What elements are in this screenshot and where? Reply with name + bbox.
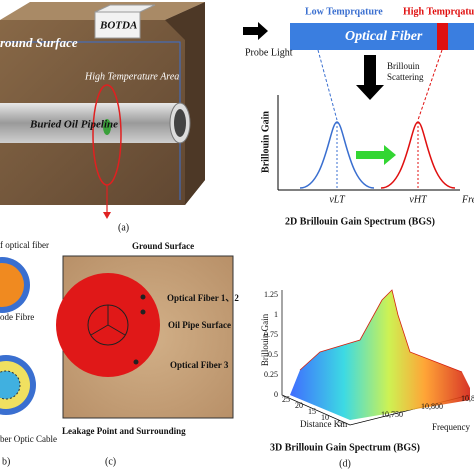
label: f optical fiber (0, 240, 49, 250)
guide (317, 49, 338, 121)
surface-ridge (299, 289, 463, 373)
label: Brillouin Gain (260, 313, 270, 366)
cable-core (0, 370, 21, 400)
label: High Temperature Area (84, 71, 179, 82)
dot (133, 359, 139, 365)
surface (290, 290, 470, 420)
fiber-line (2, 41, 181, 200)
label: Frequency (432, 422, 470, 432)
label: (d) (339, 458, 351, 469)
label: Leakage Point and Surrounding (62, 426, 186, 436)
y-tick-label: 10,800 (421, 402, 443, 411)
z-tick-label: 0.5 (268, 350, 278, 359)
label: Buried Oil Pipeline (29, 119, 118, 131)
label: Optical Fiber (345, 29, 423, 44)
dot (140, 294, 146, 300)
pipe (0, 103, 180, 143)
label: BOTDA (99, 20, 137, 32)
label: Ground Surface (132, 241, 194, 251)
label: Optical Fiber 3 (170, 360, 229, 370)
arrow (243, 22, 268, 40)
x-tick-label: 5 (338, 419, 342, 428)
pipe-hole (174, 109, 186, 137)
x-tick-label: 15 (308, 407, 316, 416)
label: Optical Fiber 1、2 (167, 293, 239, 303)
panel-left: f optical fiber ode Fibre ber Optic Cabl… (0, 240, 57, 467)
z-tick-label: 0.25 (264, 370, 278, 379)
panel-b: Low Temprqature High Temprqature Optical… (243, 6, 474, 227)
label: ber Optic Cable (0, 434, 57, 444)
z-tick-label: 0.75 (264, 330, 278, 339)
label: Scattering (387, 72, 424, 82)
label: (a) (118, 222, 129, 233)
label: νLT (329, 194, 346, 205)
x-tick-label: 10 (321, 413, 329, 422)
hot-segment (437, 23, 448, 50)
fiber-core (0, 263, 24, 307)
caption: 3D Brillouin Gain Spectrum (BGS) (270, 442, 420, 453)
leak-spot (103, 119, 111, 135)
label: Brillouin (387, 61, 420, 71)
caption: 2D Brillouin Gain Spectrum (BGS) (285, 216, 435, 227)
z-tick-label: 0 (274, 390, 278, 399)
x-tick-label: 20 (295, 401, 303, 410)
arrow-head (103, 212, 111, 219)
label: b) (2, 456, 10, 467)
dot (140, 309, 146, 315)
label: Brillouin Gain (260, 111, 271, 173)
label: ode Fibre (0, 312, 34, 322)
label: νHT (409, 194, 428, 205)
z-tick-label: 1.25 (264, 290, 278, 299)
label: Oil Pipe Surface (168, 320, 231, 330)
y-tick-label: 10,850 (461, 394, 474, 403)
label: High Temprqature (403, 6, 474, 17)
label: (c) (105, 456, 116, 467)
divider (90, 305, 126, 336)
arrow (356, 145, 396, 165)
panel-d: Brillouin Gain Distance Km Frequency 3D … (260, 289, 474, 469)
x-tick-label: 25 (282, 395, 290, 404)
label: Low Temprqature (305, 6, 383, 17)
guide (417, 49, 443, 121)
label: Probe Light (245, 47, 293, 58)
panel-c: Ground Surface Optical Fiber 1、2 Oil Pip… (56, 241, 239, 467)
arrow (356, 55, 384, 100)
label: Distance Km (300, 419, 347, 429)
label: Fre (461, 194, 474, 205)
y-tick-label: 10,750 (381, 410, 403, 419)
label: round Surface (0, 35, 78, 50)
soil-side (165, 2, 205, 205)
panel-a: round Surface BOTDA High Temperature Are… (0, 2, 205, 233)
botda-box (94, 11, 141, 39)
z-tick-label: 1 (274, 310, 278, 319)
